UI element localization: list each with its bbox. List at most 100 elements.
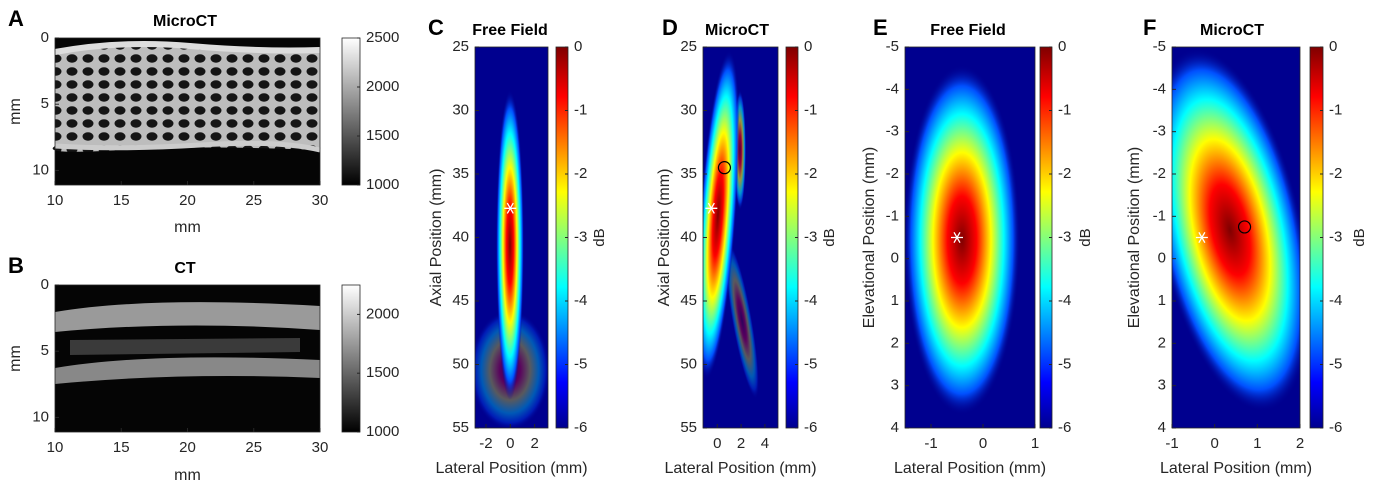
colorbar-tick-label: -2 <box>804 165 817 182</box>
x-tick-label: 25 <box>245 439 262 456</box>
panel-label: B <box>8 253 24 278</box>
y-tick-label: 30 <box>680 101 697 118</box>
image-b <box>55 285 320 432</box>
panel-label: C <box>428 15 444 40</box>
y-tick-label: 4 <box>891 419 899 436</box>
colorbar-tick-label: -3 <box>1329 228 1342 245</box>
colorbar-tick-label: -3 <box>1058 228 1071 245</box>
y-tick-label: 2 <box>891 334 899 351</box>
x-tick-label: 0 <box>979 435 987 452</box>
panel-title: MicroCT <box>1200 22 1264 39</box>
colorbar-label: dB <box>1077 228 1094 246</box>
colorbar-tick-label: -6 <box>1329 419 1342 436</box>
y-tick-label: 55 <box>452 419 469 436</box>
marker-circle <box>717 161 732 175</box>
y-tick-label: 35 <box>452 165 469 182</box>
x-tick-label: 20 <box>179 439 196 456</box>
x-tick-label: -1 <box>924 435 937 452</box>
colorbar-tick-label: -5 <box>804 355 817 372</box>
colorbar-label: dB <box>1351 228 1368 246</box>
colorbar-tick-label: -1 <box>574 101 587 118</box>
colorbar-tick-label: 2000 <box>366 78 399 95</box>
y-tick-label: 25 <box>452 38 469 55</box>
x-tick-label: -2 <box>479 435 492 452</box>
x-axis-label: mm <box>174 219 201 236</box>
colorbar-tick-label: 0 <box>574 38 582 55</box>
x-axis-label: Lateral Position (mm) <box>1160 460 1312 477</box>
colorbar-tick-label: -4 <box>1329 292 1342 309</box>
y-tick-label: 55 <box>680 419 697 436</box>
x-tick-label: -1 <box>1165 435 1178 452</box>
colorbar-tick-label: 1000 <box>366 176 399 193</box>
marker-asterisk <box>951 231 963 244</box>
y-tick-label: -4 <box>886 80 899 97</box>
x-tick-label: 15 <box>113 439 130 456</box>
marker-asterisk <box>1195 231 1208 244</box>
colorbar-tick-label: -2 <box>1329 165 1342 182</box>
x-tick-label: 2 <box>737 435 745 452</box>
x-tick-label: 20 <box>179 192 196 209</box>
panel-title: CT <box>174 260 196 277</box>
y-axis-label: mm <box>7 345 24 372</box>
colorbar <box>341 284 361 433</box>
colorbar-tick-label: -1 <box>804 101 817 118</box>
x-tick-label: 0 <box>713 435 721 452</box>
y-tick-label: -5 <box>1153 38 1166 55</box>
y-tick-label: 0 <box>41 276 49 293</box>
panel-title: Free Field <box>472 22 548 39</box>
y-tick-label: 5 <box>41 342 49 359</box>
y-tick-label: 45 <box>452 292 469 309</box>
colorbar <box>341 37 361 186</box>
colorbar-tick-label: -6 <box>804 419 817 436</box>
heatmap-d <box>703 47 778 428</box>
colorbar-tick-label: -5 <box>574 355 587 372</box>
y-tick-label: 0 <box>1158 250 1166 267</box>
y-tick-label: 3 <box>1158 377 1166 394</box>
axes-box <box>904 46 1036 429</box>
x-axis-label: Lateral Position (mm) <box>435 460 587 477</box>
colorbar-tick-label: -4 <box>1058 292 1071 309</box>
colorbar-tick-label: -1 <box>1058 101 1071 118</box>
x-axis-label: mm <box>174 467 201 484</box>
x-tick-label: 1 <box>1031 435 1039 452</box>
panel-title: MicroCT <box>705 22 769 39</box>
colorbar-tick-label: -6 <box>1058 419 1071 436</box>
colorbar-tick-label: 1500 <box>366 364 399 381</box>
marker-asterisk <box>705 202 718 214</box>
x-axis-label: Lateral Position (mm) <box>664 460 816 477</box>
y-tick-label: 2 <box>1158 334 1166 351</box>
y-tick-label: 50 <box>452 355 469 372</box>
y-tick-label: 5 <box>41 95 49 112</box>
colorbar-tick-label: 0 <box>1329 38 1337 55</box>
y-tick-label: 45 <box>680 292 697 309</box>
y-tick-label: -1 <box>1153 207 1166 224</box>
y-tick-label: -1 <box>886 207 899 224</box>
x-tick-label: 1 <box>1253 435 1261 452</box>
x-tick-label: 2 <box>530 435 538 452</box>
y-tick-label: 3 <box>891 377 899 394</box>
colorbar-tick-label: 2500 <box>366 29 399 46</box>
y-tick-label: 35 <box>680 165 697 182</box>
y-tick-label: -3 <box>1153 123 1166 140</box>
heatmap-c <box>475 47 548 428</box>
x-tick-label: 2 <box>1296 435 1304 452</box>
x-tick-label: 15 <box>113 192 130 209</box>
y-axis-label: Elevational Position (mm) <box>861 147 878 328</box>
y-tick-label: 0 <box>891 250 899 267</box>
y-tick-label: 40 <box>452 228 469 245</box>
y-axis-label: Elevational Position (mm) <box>1126 147 1143 328</box>
y-tick-label: -3 <box>886 123 899 140</box>
x-tick-label: 10 <box>47 439 64 456</box>
colorbar-tick-label: -4 <box>574 292 587 309</box>
x-tick-label: 10 <box>47 192 64 209</box>
colorbar-label: dB <box>821 228 838 246</box>
y-tick-label: 40 <box>680 228 697 245</box>
panel-label: F <box>1143 15 1156 40</box>
panel-label: D <box>662 15 678 40</box>
y-tick-label: 4 <box>1158 419 1166 436</box>
colorbar-tick-label: -6 <box>574 419 587 436</box>
colorbar-tick-label: -3 <box>574 228 587 245</box>
colorbar-tick-label: 1500 <box>366 127 399 144</box>
colorbar-tick-label: 0 <box>804 38 812 55</box>
